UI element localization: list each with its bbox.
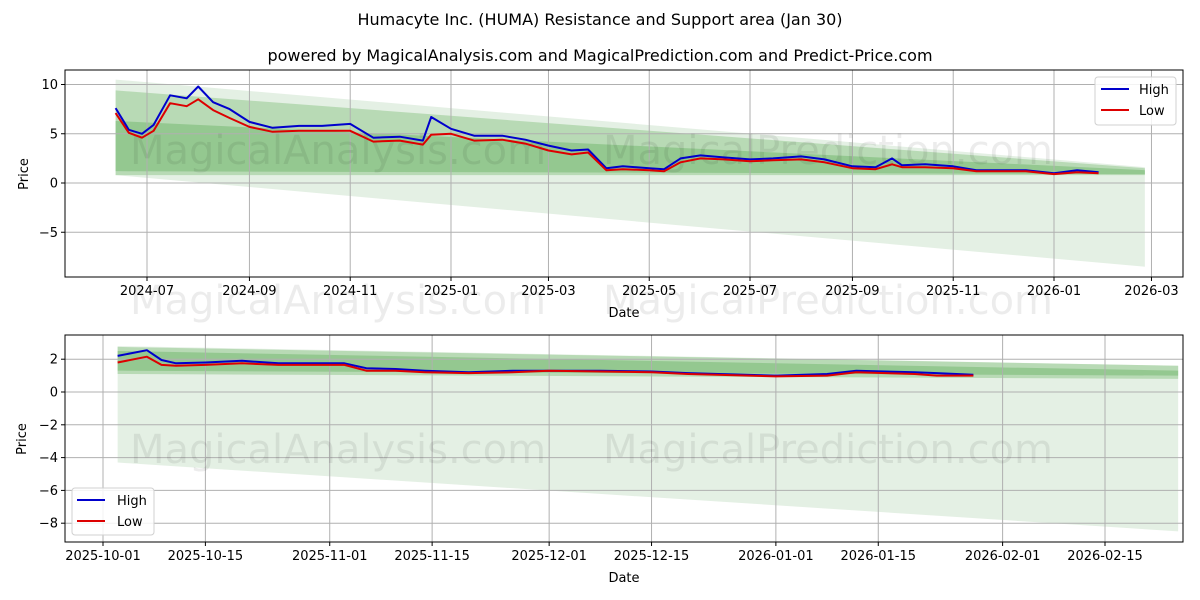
y-tick-label: 2	[50, 353, 58, 368]
y-tick-label: 10	[41, 78, 58, 93]
bottom-watermarks: MagicalAnalysis.com MagicalPrediction.co…	[130, 427, 1053, 473]
y-tick-label: 0	[50, 386, 58, 401]
x-tick-label: 2024-07	[120, 284, 174, 299]
top-grid	[65, 70, 1183, 277]
x-tick-label: 2026-02-01	[965, 549, 1041, 564]
y-tick-label: −8	[39, 517, 58, 532]
y-tick-label: 5	[50, 127, 58, 142]
x-tick-label: 2025-10-01	[65, 549, 141, 564]
bottom-legend: High Low	[71, 487, 155, 536]
x-tick-label: 2025-12-15	[614, 549, 690, 564]
bottom-x-axis-label: Date	[608, 571, 639, 586]
x-tick-label: 2026-03	[1124, 284, 1178, 299]
low-line	[114, 98, 1099, 176]
bottom-grid	[65, 335, 1183, 542]
bottom-plot-frame	[64, 334, 1184, 543]
watermark-analysis-2: MagicalAnalysis.com	[130, 278, 546, 324]
high-line	[117, 349, 974, 377]
x-tick-label: 2026-01-15	[840, 549, 916, 564]
x-tick-label: 2025-11	[926, 284, 980, 299]
y-tick-label: −5	[39, 226, 58, 241]
top-watermarks: MagicalAnalysis.com MagicalPrediction.co…	[130, 128, 1053, 324]
top-y-ticks: 10 5 0 −5	[39, 78, 65, 241]
legend-high-label: High	[1139, 83, 1169, 98]
x-tick-label: 2025-10-15	[168, 549, 244, 564]
x-tick-label: 2026-01	[1027, 284, 1081, 299]
x-tick-label: 2024-11	[323, 284, 377, 299]
top-x-axis-label: Date	[608, 306, 639, 321]
x-tick-label: 2025-05	[622, 284, 676, 299]
x-tick-label: 2026-01-01	[738, 549, 814, 564]
chart-subtitle: powered by MagicalAnalysis.com and Magic…	[267, 46, 933, 65]
top-lines	[114, 85, 1099, 176]
watermark-prediction-3: MagicalPrediction.com	[603, 427, 1053, 473]
legend-high-label-2: High	[117, 494, 147, 509]
legend-low-label-2: Low	[117, 515, 143, 530]
x-tick-label: 2024-09	[222, 284, 276, 299]
top-chart: MagicalAnalysis.com MagicalPrediction.co…	[17, 69, 1184, 324]
top-plot-frame	[64, 69, 1184, 278]
bottom-y-axis-label: Price	[15, 423, 30, 455]
high-line	[114, 85, 1099, 175]
y-tick-label: 0	[50, 177, 58, 192]
watermark-analysis-3: MagicalAnalysis.com	[130, 427, 546, 473]
x-tick-label: 2025-12-01	[511, 549, 587, 564]
x-tick-label: 2025-03	[521, 284, 575, 299]
watermark-prediction: MagicalPrediction.com	[603, 128, 1053, 174]
top-x-ticks: 2024-07 2024-09 2024-11 2025-01 2025-03 2025-…	[120, 277, 1179, 299]
bottom-y-ticks: 2 0 −2 −4 −6 −8	[39, 353, 65, 532]
bottom-lines	[117, 349, 974, 378]
low-line	[117, 355, 974, 378]
y-tick-label: −2	[39, 418, 58, 433]
x-tick-label: 2025-11-01	[292, 549, 368, 564]
y-tick-label: −4	[39, 451, 58, 466]
chart-title: Humacyte Inc. (HUMA) Resistance and Supp…	[357, 10, 843, 29]
legend-low-label: Low	[1139, 104, 1165, 119]
x-tick-label: 2025-07	[723, 284, 777, 299]
x-tick-label: 2026-02-15	[1067, 549, 1143, 564]
x-tick-label: 2025-09	[825, 284, 879, 299]
x-tick-label: 2025-01	[424, 284, 478, 299]
watermark-prediction-2: MagicalPrediction.com	[603, 278, 1053, 324]
x-tick-label: 2025-11-15	[394, 549, 470, 564]
top-legend: High Low	[1094, 76, 1177, 126]
bottom-chart: MagicalAnalysis.com MagicalPrediction.co…	[15, 334, 1184, 586]
top-y-axis-label: Price	[17, 158, 32, 190]
bottom-x-ticks: 2025-10-01 2025-10-15 2025-11-01 2025-11-15…	[65, 542, 1143, 564]
y-tick-label: −6	[39, 484, 58, 499]
